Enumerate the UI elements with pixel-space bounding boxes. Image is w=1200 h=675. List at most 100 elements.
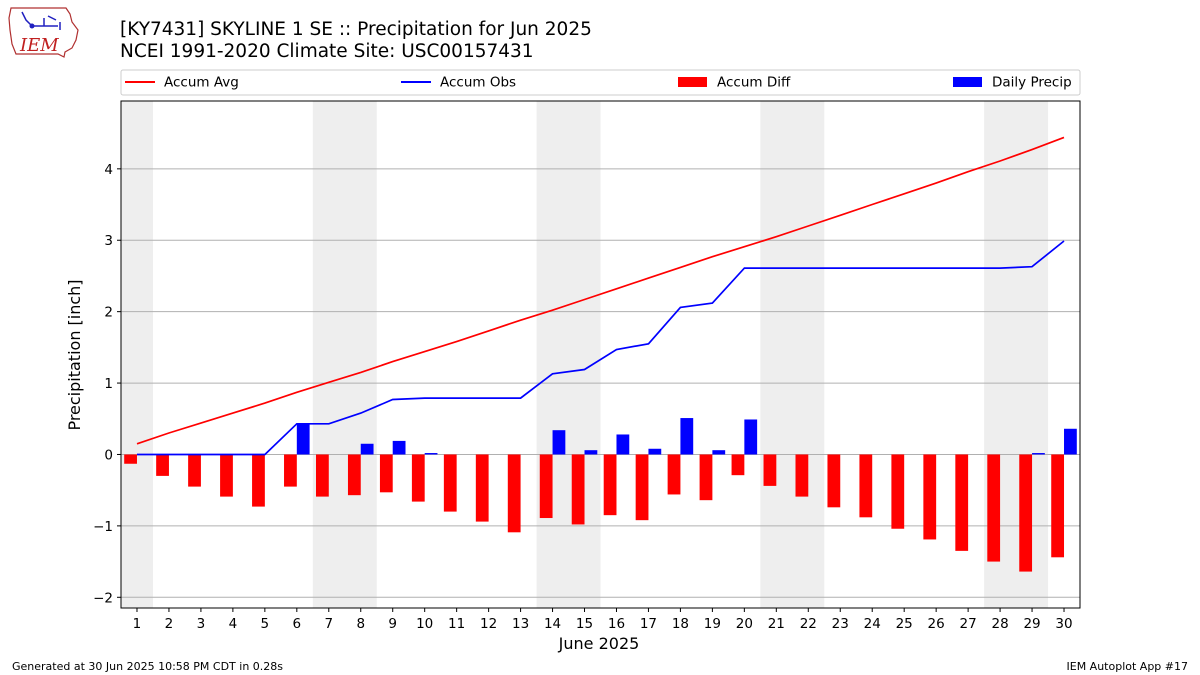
gridlines	[121, 168, 1080, 598]
y-tick-label: 0	[104, 447, 113, 463]
legend-box	[120, 69, 1081, 96]
accum-diff-bar	[284, 454, 297, 487]
weather-station-icon	[21, 11, 61, 30]
daily-precip-bar	[712, 450, 726, 455]
daily-precip-bar	[1064, 428, 1077, 455]
daily-precip-bar	[360, 443, 374, 455]
accum-obs-line	[137, 240, 1065, 456]
accum-diff-bar	[539, 454, 553, 519]
daily-precip-bar	[616, 434, 630, 455]
daily-precip-bar	[296, 423, 310, 455]
x-tick-label: 28	[991, 616, 1008, 632]
x-tick-label: 29	[1023, 616, 1040, 632]
accum-diff-bar	[1019, 454, 1033, 572]
x-tick-label: 20	[736, 616, 753, 632]
x-tick-label: 27	[960, 616, 977, 632]
x-tick-label: 2	[165, 616, 174, 632]
x-tick-label: 15	[576, 616, 593, 632]
daily-precip-bar	[552, 430, 566, 455]
weekend-band	[121, 101, 153, 608]
y-tick-label: −2	[93, 590, 113, 606]
daily-precip-bar	[584, 450, 598, 455]
daily-precip-bar	[424, 453, 438, 455]
x-axis-label: June 2025	[558, 634, 640, 653]
accum-diff-bar	[507, 454, 521, 533]
y-axis-label: Precipitation [inch]	[65, 279, 84, 430]
accum-diff-bar	[827, 454, 841, 508]
accum-diff-bar	[923, 454, 937, 540]
x-tick-label: 25	[896, 616, 913, 632]
station-dot-icon	[29, 23, 35, 29]
accum-diff-bar	[347, 454, 361, 496]
x-tick-label: 9	[388, 616, 397, 632]
accum-diff-bar	[763, 454, 777, 486]
legend-label-daily-precip: Daily Precip	[992, 75, 1072, 91]
weekend-band	[312, 101, 377, 608]
x-tick-label: 5	[261, 616, 270, 632]
x-tick-label: 21	[768, 616, 785, 632]
accum-diff-bar	[1051, 454, 1065, 558]
x-tick-label: 17	[640, 616, 657, 632]
chart-subtitle: NCEI 1991-2020 Climate Site: USC00157431	[120, 41, 534, 62]
x-tick-label: 22	[800, 616, 817, 632]
daily-precip-bar	[744, 419, 758, 455]
daily-precip-bar	[648, 448, 662, 455]
accum-diff-bar	[443, 454, 457, 512]
weekend-shading	[121, 101, 1049, 608]
accum-diff-bar	[411, 454, 425, 502]
accum-diff-bar	[315, 454, 329, 497]
accum-diff-bar	[635, 454, 649, 521]
x-tick-label: 7	[324, 616, 333, 632]
accum-diff-bar	[987, 454, 1001, 562]
accum-diff-bar	[667, 454, 681, 495]
x-tick-label: 16	[608, 616, 625, 632]
accum-diff-bar	[475, 454, 489, 522]
lines	[136, 136, 1065, 456]
x-tick-label: 11	[448, 616, 465, 632]
x-tick-label: 6	[293, 616, 302, 632]
legend-label-accum-diff: Accum Diff	[717, 75, 791, 91]
logo-text: IEM	[19, 35, 59, 56]
iem-logo: IEM	[8, 7, 79, 58]
x-tick-label: 30	[1055, 616, 1072, 632]
legend-label-accum-avg: Accum Avg	[164, 75, 239, 91]
x-tick-label: 14	[544, 616, 561, 632]
daily-precip-bar	[680, 418, 694, 455]
legend-swatch-accum-diff	[678, 77, 707, 87]
accum-diff-bar	[156, 454, 169, 476]
accum-diff-bar	[795, 454, 809, 497]
daily-precip-bar	[1032, 453, 1045, 455]
x-tick-label: 8	[356, 616, 365, 632]
accum-diff-bar	[220, 454, 233, 497]
x-tick-label: 1	[133, 616, 142, 632]
x-tick-label: 10	[416, 616, 433, 632]
accum-diff-bar	[124, 454, 137, 464]
plot-frame	[120, 100, 1081, 609]
weekend-band	[536, 101, 601, 608]
y-tick-label: 1	[104, 376, 113, 392]
x-tick-label: 12	[480, 616, 497, 632]
legend-label-accum-obs: Accum Obs	[440, 75, 516, 91]
accum-diff-bar	[188, 454, 201, 487]
y-tick-label: 2	[104, 305, 113, 321]
x-tick-label: 18	[672, 616, 689, 632]
accum-diff-bar	[731, 454, 745, 476]
accum-diff-bar	[252, 454, 265, 507]
chart-title: [KY7431] SKYLINE 1 SE :: Precipitation f…	[120, 19, 592, 40]
footer-app: IEM Autoplot App #17	[1067, 660, 1189, 673]
accum-diff-bar	[955, 454, 969, 551]
x-tick-label: 23	[832, 616, 849, 632]
x-tick-label: 13	[512, 616, 529, 632]
iowa-outline-icon	[8, 7, 79, 58]
accum-avg-line	[136, 136, 1065, 445]
x-tick-label: 26	[928, 616, 945, 632]
accum-diff-bar	[891, 454, 905, 529]
y-axis: −2 −1 0 1 2 3 4	[93, 162, 121, 606]
legend-swatch-daily-precip	[953, 77, 982, 87]
footer-generated: Generated at 30 Jun 2025 10:58 PM CDT in…	[12, 660, 283, 673]
accum-diff-bar	[379, 454, 393, 493]
x-tick-label: 19	[704, 616, 721, 632]
y-tick-label: 3	[104, 233, 113, 249]
x-tick-label: 4	[229, 616, 238, 632]
